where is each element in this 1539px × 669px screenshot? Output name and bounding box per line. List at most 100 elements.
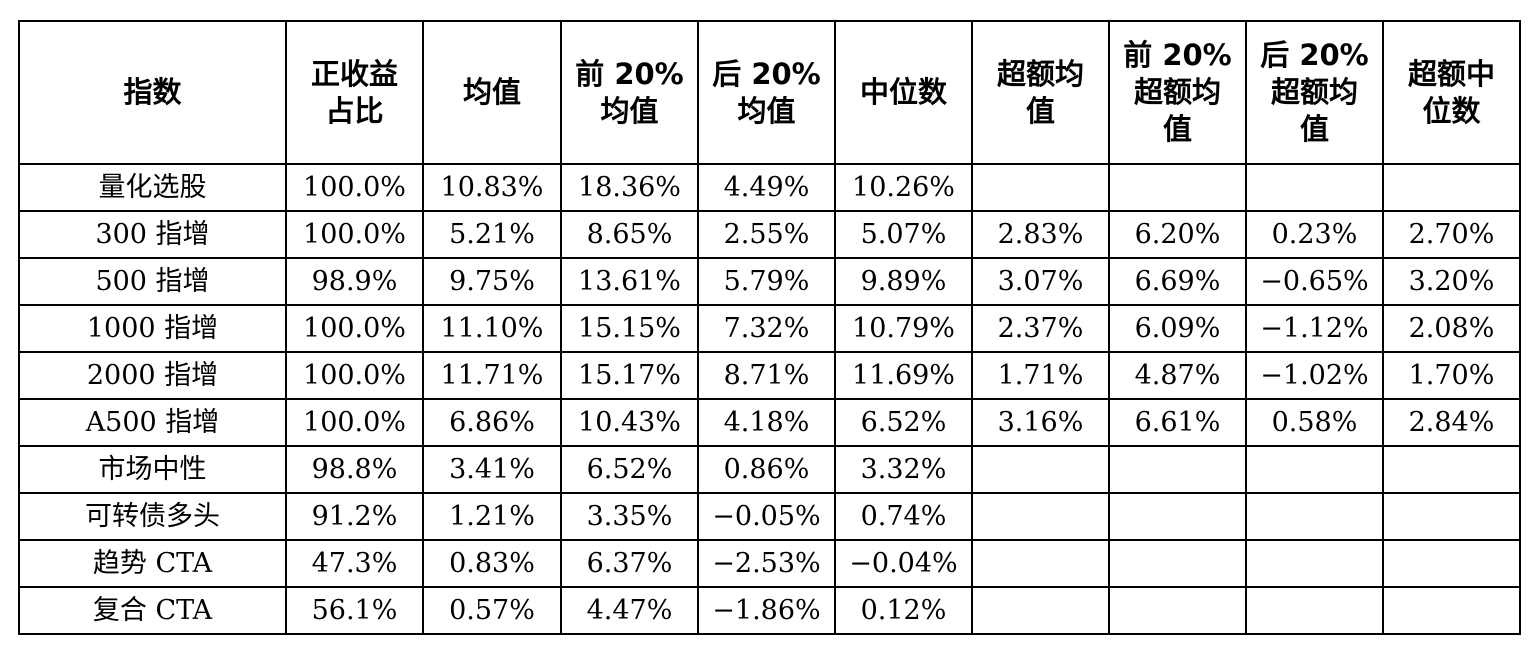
empty-cell bbox=[1382, 539, 1521, 588]
cell: 100.0% bbox=[285, 351, 424, 400]
header-text: 前 20% bbox=[575, 56, 684, 91]
table-row: 可转债多头 91.2% 1.21% 3.35% −0.05% 0.74% bbox=[18, 492, 1521, 541]
cell: 56.1% bbox=[285, 586, 424, 635]
row-label: 趋势 CTA bbox=[18, 539, 287, 588]
cell: 100.0% bbox=[285, 304, 424, 353]
cell: 11.10% bbox=[422, 304, 562, 353]
row-label: 500 指增 bbox=[18, 257, 287, 306]
header-cell: 中位数 bbox=[834, 20, 973, 165]
empty-cell bbox=[1108, 163, 1247, 212]
empty-cell bbox=[1382, 586, 1521, 635]
cell: 0.23% bbox=[1245, 210, 1384, 259]
table-row: 量化选股 100.0% 10.83% 18.36% 4.49% 10.26% bbox=[18, 163, 1521, 212]
cell: 15.17% bbox=[560, 351, 699, 400]
empty-cell bbox=[1245, 445, 1384, 494]
header-row: 指数 正收益 占比 均值前 20% 均值后 20% 均值 中位数 超额均值前 20% 超额均值后… bbox=[18, 20, 1521, 165]
cell: 10.79% bbox=[834, 304, 973, 353]
empty-cell bbox=[1382, 163, 1521, 212]
cell: −0.05% bbox=[697, 492, 836, 541]
cell: 4.47% bbox=[560, 586, 699, 635]
cell: 1.70% bbox=[1382, 351, 1521, 400]
cell: 0.74% bbox=[834, 492, 973, 541]
table-row: 市场中性 98.8% 3.41% 6.52% 0.86% 3.32% bbox=[18, 445, 1521, 494]
header-text: 后 20% bbox=[712, 56, 821, 91]
empty-cell bbox=[1245, 163, 1384, 212]
cell: 9.75% bbox=[422, 257, 562, 306]
cell: 6.20% bbox=[1108, 210, 1247, 259]
cell: 6.86% bbox=[422, 398, 562, 447]
cell: −0.65% bbox=[1245, 257, 1384, 306]
cell: −2.53% bbox=[697, 539, 836, 588]
empty-cell bbox=[1382, 492, 1521, 541]
cell: 2.83% bbox=[971, 210, 1110, 259]
cell: 11.71% bbox=[422, 351, 562, 400]
cell: 6.61% bbox=[1108, 398, 1247, 447]
row-label: 可转债多头 bbox=[18, 492, 287, 541]
empty-cell bbox=[971, 539, 1110, 588]
cell: 15.15% bbox=[560, 304, 699, 353]
cell: 3.20% bbox=[1382, 257, 1521, 306]
header-text: 中位数 bbox=[859, 75, 947, 109]
cell: 0.57% bbox=[422, 586, 562, 635]
cell: 10.83% bbox=[422, 163, 562, 212]
empty-cell bbox=[1108, 492, 1247, 541]
cell: −1.12% bbox=[1245, 304, 1384, 353]
header-cell: 超额均值 bbox=[971, 20, 1110, 165]
cell: 6.09% bbox=[1108, 304, 1247, 353]
row-label: 1000 指增 bbox=[18, 304, 287, 353]
cell: 1.71% bbox=[971, 351, 1110, 400]
cell: 100.0% bbox=[285, 398, 424, 447]
cell: 6.37% bbox=[560, 539, 699, 588]
header-text: 正收益 bbox=[310, 56, 398, 91]
row-label: 300 指增 bbox=[18, 210, 287, 259]
row-label: 2000 指增 bbox=[18, 351, 287, 400]
table-body: 量化选股 100.0% 10.83% 18.36% 4.49% 10.26% 300 指增 1… bbox=[18, 163, 1521, 635]
header-text: 值 bbox=[1299, 112, 1329, 146]
empty-cell bbox=[971, 445, 1110, 494]
header-text: 超额均 bbox=[1270, 75, 1358, 109]
empty-cell bbox=[971, 586, 1110, 635]
cell: −1.02% bbox=[1245, 351, 1384, 400]
cell: 13.61% bbox=[560, 257, 699, 306]
cell: 2.84% bbox=[1382, 398, 1521, 447]
cell: 4.49% bbox=[697, 163, 836, 212]
cell: 3.41% bbox=[422, 445, 562, 494]
cell: 3.16% bbox=[971, 398, 1110, 447]
empty-cell bbox=[971, 163, 1110, 212]
cell: 18.36% bbox=[560, 163, 699, 212]
row-label: 量化选股 bbox=[18, 163, 287, 212]
cell: 91.2% bbox=[285, 492, 424, 541]
cell: 3.32% bbox=[834, 445, 973, 494]
cell: 4.87% bbox=[1108, 351, 1247, 400]
header-cell: 均值 bbox=[422, 20, 562, 165]
header-text: 前 20% bbox=[1123, 38, 1232, 72]
header-cell: 前 20% 超额均值 bbox=[1108, 20, 1247, 165]
header-text: 值 bbox=[1162, 112, 1192, 146]
cell: 5.07% bbox=[834, 210, 973, 259]
header-cell: 后 20% 超额均值 bbox=[1245, 20, 1384, 165]
table-row: 趋势 CTA 47.3% 0.83% 6.37% −2.53% −0.04% bbox=[18, 539, 1521, 588]
cell: 0.83% bbox=[422, 539, 562, 588]
empty-cell bbox=[1245, 539, 1384, 588]
header-text: 位数 bbox=[1422, 93, 1481, 128]
cell: 4.18% bbox=[697, 398, 836, 447]
cell: −0.04% bbox=[834, 539, 973, 588]
cell: 10.43% bbox=[560, 398, 699, 447]
table-row: 2000 指增 100.0% 11.71% 15.17% 8.71% 11.69% 1.71… bbox=[18, 351, 1521, 400]
header-text: 指数 bbox=[123, 75, 182, 109]
cell: 2.37% bbox=[971, 304, 1110, 353]
header-text: 占比 bbox=[325, 93, 384, 128]
row-label: A500 指增 bbox=[18, 398, 287, 447]
cell: 0.12% bbox=[834, 586, 973, 635]
empty-cell bbox=[1245, 586, 1384, 635]
header-text: 后 20% bbox=[1260, 38, 1369, 72]
cell: 5.79% bbox=[697, 257, 836, 306]
cell: 6.52% bbox=[834, 398, 973, 447]
cell: 98.9% bbox=[285, 257, 424, 306]
cell: 8.71% bbox=[697, 351, 836, 400]
cell: −1.86% bbox=[697, 586, 836, 635]
header-text: 均值 bbox=[462, 75, 521, 109]
table-row: 500 指增 98.9% 9.75% 13.61% 5.79% 9.89% 3.07% 6.6… bbox=[18, 257, 1521, 306]
cell: 0.58% bbox=[1245, 398, 1384, 447]
header-text: 均值 bbox=[737, 93, 796, 128]
